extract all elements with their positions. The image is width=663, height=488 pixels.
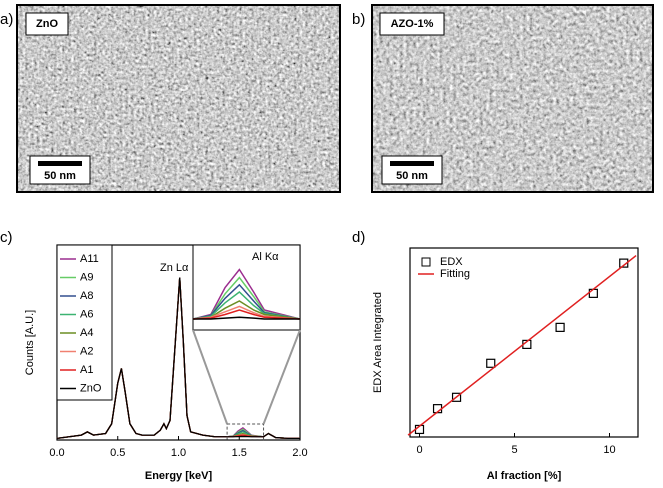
x-tick-label: 2.0 <box>292 447 307 459</box>
inset-line <box>193 309 300 320</box>
panel-label: c) <box>0 229 13 246</box>
x-axis-label: Al fraction [%] <box>487 470 562 482</box>
panel-label: a) <box>0 11 13 28</box>
y-axis-label: EDX Area Integrated <box>372 292 384 393</box>
inset-line <box>193 305 300 320</box>
panel-label: b) <box>352 11 365 28</box>
legend-label: A8 <box>80 290 93 302</box>
x-tick-label: 0.0 <box>49 447 64 459</box>
image-border <box>371 4 654 193</box>
inset-line <box>193 300 300 320</box>
zoom-box <box>226 423 265 441</box>
zoom-connector <box>192 329 229 425</box>
scale-bar <box>390 161 434 166</box>
legend-label: A1 <box>80 364 93 376</box>
legend-label: A9 <box>80 271 93 283</box>
x-tick-label: 0 <box>416 444 422 456</box>
x-tick-label: 1.0 <box>171 447 186 459</box>
scale-bar <box>38 161 82 166</box>
inset-line <box>193 291 300 320</box>
x-tick-label: 5 <box>511 444 517 456</box>
legend-label: A4 <box>80 327 93 339</box>
inset-line <box>193 316 300 320</box>
fit-line <box>407 254 637 436</box>
scale-box <box>381 155 443 185</box>
label-box <box>25 12 69 36</box>
inset-line <box>193 268 300 320</box>
legend-label: A11 <box>80 253 99 265</box>
legend-label: Fitting <box>440 268 470 280</box>
image-border <box>16 4 341 193</box>
x-tick-label: 1.5 <box>232 447 247 459</box>
sample-name: ZnO <box>36 18 58 30</box>
y-axis-label: Counts [A.U.] <box>24 310 36 375</box>
scale-text: 50 nm <box>44 170 76 182</box>
scale-text: 50 nm <box>396 170 428 182</box>
plot-frame <box>409 247 639 438</box>
x-axis-label: Energy [keV] <box>145 470 213 482</box>
legend-swatch <box>421 257 431 267</box>
data-point <box>451 392 462 402</box>
annotation: Zn Lα <box>160 262 189 274</box>
panel-label: d) <box>352 229 365 246</box>
zoom-connector <box>262 329 301 425</box>
data-point <box>486 358 496 368</box>
legend-label: A2 <box>80 345 93 357</box>
data-point <box>619 258 629 268</box>
legend-box <box>56 244 113 401</box>
x-tick-label: 10 <box>603 444 615 456</box>
inset-title: Al Kα <box>252 251 279 263</box>
legend-label: EDX <box>440 256 463 268</box>
x-tick-label: 0.5 <box>110 447 125 459</box>
inset-line <box>193 276 300 320</box>
scale-box <box>29 155 91 185</box>
spectrum-line <box>56 277 300 440</box>
inset-line <box>193 283 300 320</box>
sample-name: AZO-1% <box>391 18 434 30</box>
label-box <box>379 12 445 36</box>
data-point <box>555 322 565 332</box>
legend-label: ZnO <box>80 382 102 394</box>
legend-label: A6 <box>80 308 93 320</box>
